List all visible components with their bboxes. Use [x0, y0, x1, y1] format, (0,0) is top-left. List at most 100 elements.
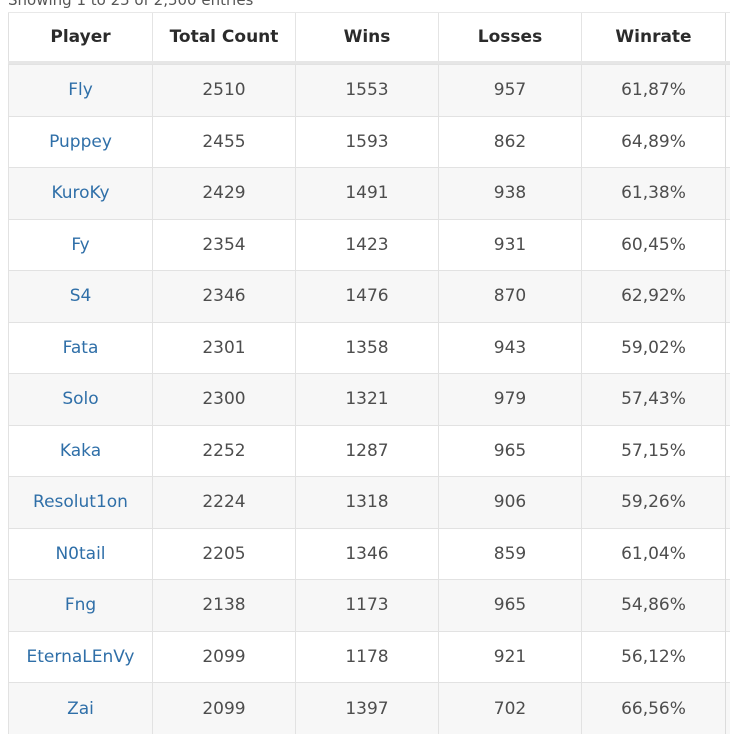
player-link[interactable]: Resolut1on	[8, 476, 153, 528]
table-row: Solo 2300 1321 979 57,43%	[8, 373, 730, 425]
cell-overflow	[725, 115, 730, 168]
cell-overflow	[725, 270, 730, 322]
table-row: Fata 2301 1358 943 59,02%	[8, 321, 730, 374]
cell-total-count: 2099	[152, 682, 296, 734]
cell-winrate: 64,89%	[581, 115, 726, 168]
cell-total-count: 2346	[152, 270, 296, 322]
cell-total-count: 2099	[152, 630, 296, 683]
cell-winrate: 61,38%	[581, 167, 726, 219]
cell-wins: 1593	[295, 115, 439, 168]
cell-wins: 1321	[295, 373, 439, 425]
cell-winrate: 59,26%	[581, 476, 726, 528]
stats-table-container: Player Total Count Wins Losses Winrate F…	[8, 12, 730, 734]
cell-total-count: 2510	[152, 64, 296, 116]
table-row: Fng 2138 1173 965 54,86%	[8, 579, 730, 631]
player-stats-table: Player Total Count Wins Losses Winrate F…	[8, 12, 730, 734]
table-row: S4 2346 1476 870 62,92%	[8, 270, 730, 322]
cell-losses: 965	[438, 424, 582, 477]
cell-overflow	[725, 476, 730, 528]
cell-total-count: 2224	[152, 476, 296, 528]
header-spacer	[8, 62, 730, 65]
table-row: Resolut1on 2224 1318 906 59,26%	[8, 476, 730, 528]
cell-losses: 943	[438, 321, 582, 374]
cell-losses: 906	[438, 476, 582, 528]
player-link[interactable]: Fng	[8, 579, 153, 631]
cell-wins: 1358	[295, 321, 439, 374]
cell-wins: 1318	[295, 476, 439, 528]
cell-wins: 1423	[295, 218, 439, 271]
cell-winrate: 66,56%	[581, 682, 726, 734]
table-info: Showing 1 to 25 of 2,500 entries	[8, 0, 254, 9]
cell-overflow	[725, 373, 730, 425]
cell-winrate: 61,87%	[581, 64, 726, 116]
cell-total-count: 2455	[152, 115, 296, 168]
cell-losses: 859	[438, 527, 582, 580]
cell-losses: 862	[438, 115, 582, 168]
column-header-total-count[interactable]: Total Count	[152, 12, 296, 64]
cell-losses: 921	[438, 630, 582, 683]
column-header-player[interactable]: Player	[8, 12, 153, 64]
cell-winrate: 62,92%	[581, 270, 726, 322]
cell-wins: 1178	[295, 630, 439, 683]
cell-total-count: 2354	[152, 218, 296, 271]
cell-losses: 957	[438, 64, 582, 116]
player-link[interactable]: Fly	[8, 64, 153, 116]
cell-winrate: 57,15%	[581, 424, 726, 477]
cell-losses: 870	[438, 270, 582, 322]
cell-losses: 979	[438, 373, 582, 425]
table-body: Fly 2510 1553 957 61,87% Puppey 2455 1593 862 64,…	[8, 62, 730, 734]
cell-winrate: 61,04%	[581, 527, 726, 580]
player-link[interactable]: Zai	[8, 682, 153, 734]
column-header-overflow	[725, 12, 730, 64]
player-link[interactable]: Solo	[8, 373, 153, 425]
cell-wins: 1346	[295, 527, 439, 580]
table-row: Zai 2099 1397 702 66,56%	[8, 682, 730, 734]
cell-overflow	[725, 167, 730, 219]
table-row: Fy 2354 1423 931 60,45%	[8, 218, 730, 271]
player-link[interactable]: S4	[8, 270, 153, 322]
player-link[interactable]: KuroKy	[8, 167, 153, 219]
cell-winrate: 60,45%	[581, 218, 726, 271]
table-header-row: Player Total Count Wins Losses Winrate	[8, 12, 730, 64]
table-row: Kaka 2252 1287 965 57,15%	[8, 424, 730, 477]
cell-winrate: 57,43%	[581, 373, 726, 425]
player-link[interactable]: Fy	[8, 218, 153, 271]
cell-wins: 1476	[295, 270, 439, 322]
column-header-wins[interactable]: Wins	[295, 12, 439, 64]
cell-wins: 1173	[295, 579, 439, 631]
cell-total-count: 2252	[152, 424, 296, 477]
cell-losses: 965	[438, 579, 582, 631]
cell-overflow	[725, 64, 730, 116]
table-row: KuroKy 2429 1491 938 61,38%	[8, 167, 730, 219]
cell-losses: 702	[438, 682, 582, 734]
column-header-losses[interactable]: Losses	[438, 12, 582, 64]
table-row: EternaLEnVy 2099 1178 921 56,12%	[8, 630, 730, 683]
cell-total-count: 2300	[152, 373, 296, 425]
player-link[interactable]: Kaka	[8, 424, 153, 477]
cell-wins: 1491	[295, 167, 439, 219]
cell-wins: 1287	[295, 424, 439, 477]
cell-wins: 1553	[295, 64, 439, 116]
table-row: Fly 2510 1553 957 61,87%	[8, 64, 730, 116]
cell-losses: 938	[438, 167, 582, 219]
player-link[interactable]: EternaLEnVy	[8, 630, 153, 683]
table-row: N0tail 2205 1346 859 61,04%	[8, 527, 730, 580]
cell-overflow	[725, 630, 730, 683]
cell-winrate: 59,02%	[581, 321, 726, 374]
cell-losses: 931	[438, 218, 582, 271]
cell-overflow	[725, 527, 730, 580]
player-link[interactable]: Fata	[8, 321, 153, 374]
cell-winrate: 54,86%	[581, 579, 726, 631]
player-link[interactable]: Puppey	[8, 115, 153, 168]
cell-total-count: 2138	[152, 579, 296, 631]
cell-overflow	[725, 579, 730, 631]
cell-total-count: 2205	[152, 527, 296, 580]
player-link[interactable]: N0tail	[8, 527, 153, 580]
cell-total-count: 2301	[152, 321, 296, 374]
column-header-winrate[interactable]: Winrate	[581, 12, 726, 64]
table-row: Puppey 2455 1593 862 64,89%	[8, 115, 730, 168]
cell-total-count: 2429	[152, 167, 296, 219]
cell-winrate: 56,12%	[581, 630, 726, 683]
cell-overflow	[725, 321, 730, 374]
